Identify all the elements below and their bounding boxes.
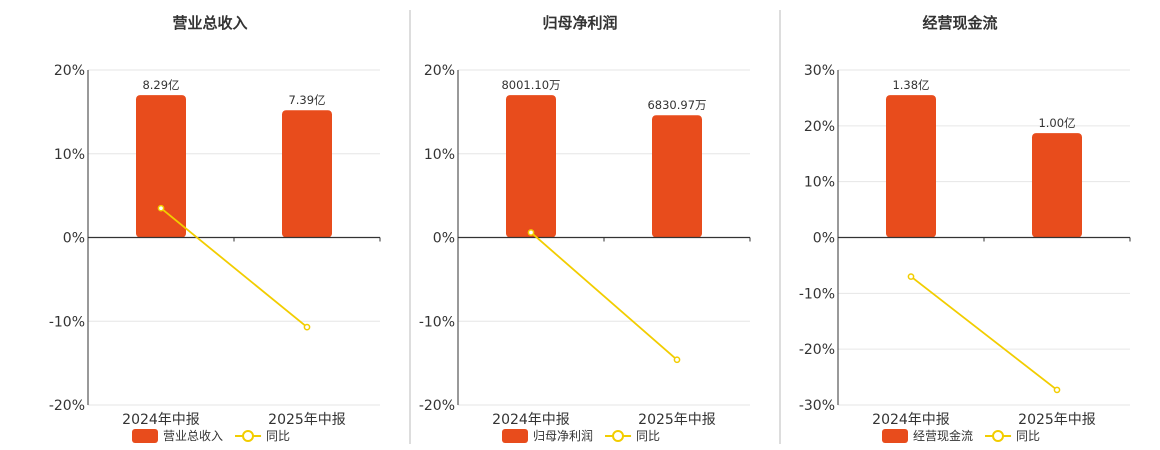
- bar-data-label: 1.38亿: [892, 78, 929, 92]
- bar: [652, 115, 702, 238]
- x-category-label: 2025年中报: [1018, 412, 1096, 428]
- yoy-point: [527, 229, 535, 236]
- legend-bar-label: 营业总收入: [163, 429, 223, 443]
- y-tick-label: -20%: [419, 398, 455, 414]
- y-tick-label: -30%: [799, 398, 835, 414]
- legend-bar-swatch: [502, 429, 528, 443]
- yoy-line: [910, 275, 1058, 391]
- y-tick-label: -20%: [49, 398, 85, 414]
- y-tick-label: 10%: [804, 175, 835, 191]
- legend-line-marker: [242, 430, 255, 442]
- legend-line-marker: [612, 430, 625, 442]
- yoy-point: [1053, 386, 1061, 394]
- yoy-point: [157, 204, 165, 212]
- bar-data-label: 8001.10万: [501, 78, 560, 92]
- yoy-point: [673, 356, 681, 364]
- yoy-point: [303, 323, 311, 331]
- y-tick-label: 30%: [804, 63, 835, 79]
- x-category-label: 2024年中报: [122, 412, 200, 428]
- legend-line-label: 同比: [266, 429, 290, 443]
- bar-data-label: 6830.97万: [647, 98, 706, 112]
- y-tick-label: 0%: [63, 231, 85, 247]
- legend-line-label: 同比: [1016, 429, 1040, 443]
- bar-data-label: 7.39亿: [288, 93, 325, 107]
- y-tick-label: -10%: [49, 314, 85, 330]
- yoy-line: [160, 207, 308, 328]
- y-tick-label: 20%: [424, 63, 455, 79]
- chart-title: 经营现金流: [922, 14, 997, 32]
- bar-data-label: 8.29亿: [142, 78, 179, 92]
- y-tick-label: 20%: [804, 119, 835, 135]
- legend-line-label: 同比: [636, 429, 660, 443]
- chart-title: 归母净利润: [542, 14, 617, 32]
- x-category-label: 2024年中报: [872, 412, 950, 428]
- y-tick-label: -20%: [799, 342, 835, 358]
- bar: [136, 95, 186, 238]
- yoy-line: [530, 231, 678, 361]
- y-tick-label: -10%: [799, 286, 835, 302]
- y-tick-label: -10%: [419, 314, 455, 330]
- legend-bar-swatch: [132, 429, 158, 443]
- legend-line-marker: [992, 430, 1005, 442]
- legend-bar-label: 归母净利润: [533, 429, 593, 443]
- yoy-point: [907, 273, 915, 280]
- legend-bar-label: 经营现金流: [913, 428, 973, 443]
- y-tick-label: 0%: [433, 231, 455, 247]
- y-tick-label: 20%: [54, 63, 85, 79]
- y-tick-label: 0%: [813, 231, 835, 247]
- bar: [506, 95, 556, 238]
- x-category-label: 2024年中报: [492, 412, 570, 428]
- x-category-label: 2025年中报: [268, 412, 346, 428]
- legend-bar-swatch: [882, 429, 908, 443]
- x-category-label: 2025年中报: [638, 412, 716, 428]
- bar-data-label: 1.00亿: [1038, 116, 1075, 130]
- bar: [282, 110, 332, 238]
- chart-title: 营业总收入: [172, 14, 247, 32]
- y-tick-label: 10%: [424, 147, 455, 163]
- bar: [886, 95, 936, 238]
- bar: [1032, 133, 1082, 238]
- y-tick-label: 10%: [54, 147, 85, 163]
